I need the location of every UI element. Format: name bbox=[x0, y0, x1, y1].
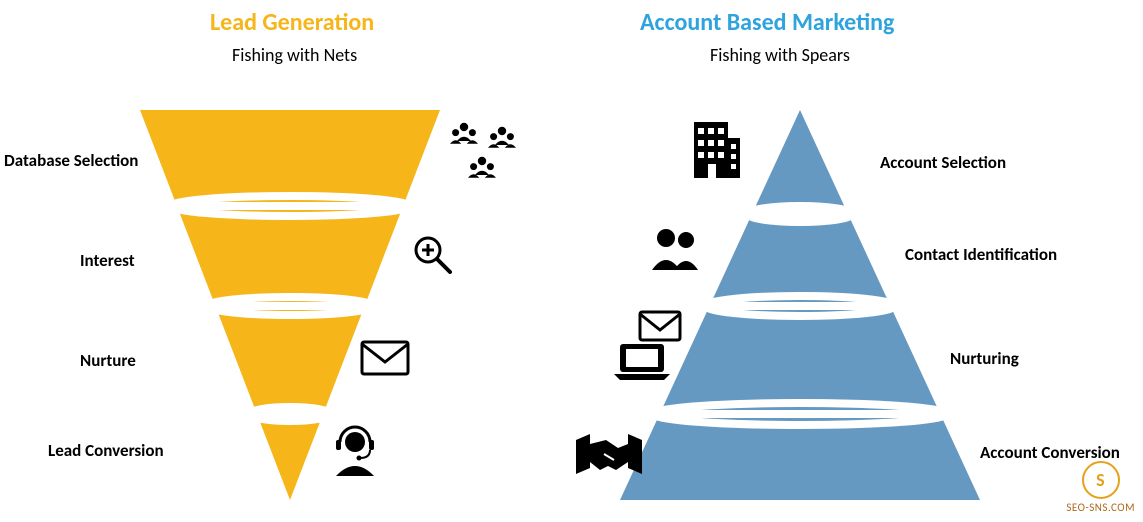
left-stage-2-label: Interest bbox=[80, 250, 135, 271]
left-stage-4-label: Lead Conversion bbox=[48, 440, 164, 461]
left-stage-3-label: Nurture bbox=[80, 350, 136, 371]
office-building-icon bbox=[688, 118, 744, 182]
right-stage-1-label: Account Selection bbox=[880, 152, 1006, 173]
left-title: Lead Generation bbox=[210, 8, 374, 37]
left-stage-1-label: Database Selection bbox=[4, 150, 138, 171]
magnifier-plus-icon bbox=[410, 232, 454, 276]
headset-agent-icon bbox=[330, 424, 380, 480]
right-title: Account Based Marketing bbox=[640, 8, 894, 37]
right-stage-3-label: Nurturing bbox=[950, 348, 1019, 369]
envelope-icon bbox=[360, 340, 410, 376]
right-stage-4-label: Account Conversion bbox=[980, 442, 1120, 463]
right-subtitle: Fishing with Spears bbox=[710, 44, 850, 66]
right-stage-2-label: Contact Identification bbox=[905, 244, 1057, 265]
watermark-text: SEO-SNS.COM bbox=[1066, 501, 1135, 514]
handshake-icon bbox=[574, 430, 644, 482]
left-funnel bbox=[130, 110, 450, 510]
watermark: S SEO-SNS.COM bbox=[1066, 461, 1135, 514]
left-subtitle: Fishing with Nets bbox=[232, 44, 357, 66]
watermark-logo-icon: S bbox=[1082, 461, 1120, 499]
two-people-icon bbox=[648, 226, 704, 274]
laptop-mail-icon bbox=[608, 310, 688, 382]
people-group-icon bbox=[440, 120, 530, 190]
